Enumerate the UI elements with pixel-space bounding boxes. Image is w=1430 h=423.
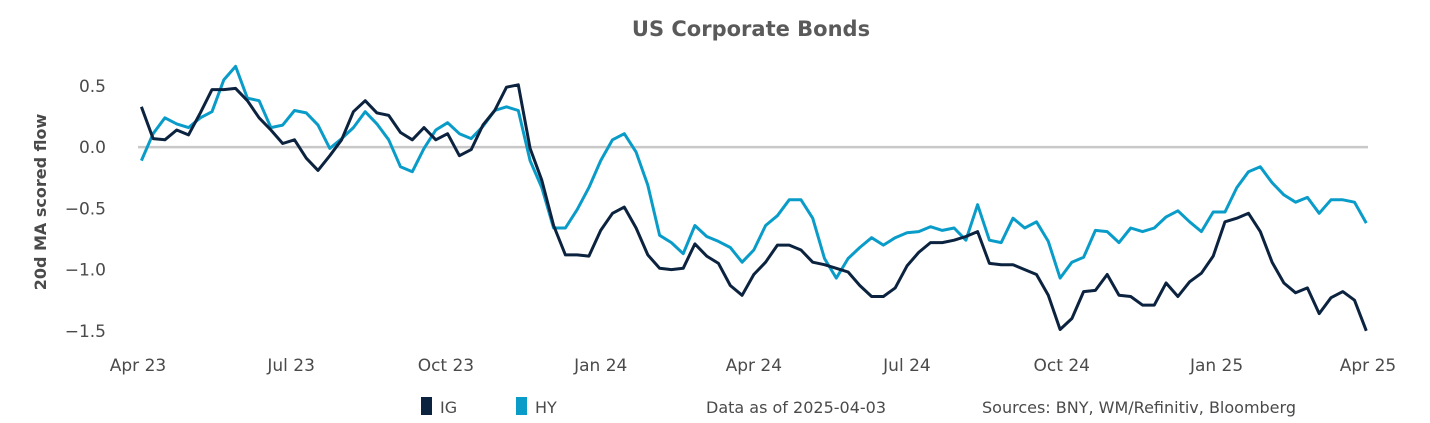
x-tick-label: Jul 24 xyxy=(882,356,931,376)
legend-swatch-ig xyxy=(421,397,432,415)
x-tick-label: Jan 25 xyxy=(1189,356,1243,376)
y-tick-label: 0.0 xyxy=(79,138,106,158)
legend-swatch-hy xyxy=(516,397,527,415)
series-line-ig xyxy=(139,83,1368,332)
y-tick-label: 0.5 xyxy=(79,77,106,97)
x-tick-label: Apr 24 xyxy=(726,356,782,376)
legend-label-hy: HY xyxy=(535,398,557,417)
y-tick-labels: 0.5 0.0 −0.5 −1.0 −1.5 xyxy=(65,77,106,342)
legend-label-ig: IG xyxy=(440,398,457,417)
series-line-hy xyxy=(140,64,1368,280)
x-tick-label: Oct 23 xyxy=(418,356,474,376)
sources-note: Sources: BNY, WM/Refinitiv, Bloomberg xyxy=(982,398,1296,417)
y-tick-label: −0.5 xyxy=(65,199,106,219)
x-tick-label: Oct 24 xyxy=(1034,356,1090,376)
x-tick-label: Apr 25 xyxy=(1340,356,1396,376)
x-tick-label: Apr 23 xyxy=(110,356,166,376)
x-tick-labels: Apr 23 Jul 23 Oct 23 Jan 24 Apr 24 Jul 24 Oct … xyxy=(110,356,1396,376)
chart-title: US Corporate Bonds xyxy=(632,17,870,41)
y-tick-label: −1.5 xyxy=(65,322,106,342)
x-tick-label: Jul 23 xyxy=(266,356,315,376)
data-as-of-note: Data as of 2025-04-03 xyxy=(706,398,886,417)
x-tick-label: Jan 24 xyxy=(573,356,627,376)
series-lines xyxy=(139,64,1368,332)
y-axis-label: 20d MA scored flow xyxy=(31,114,50,291)
y-tick-label: −1.0 xyxy=(65,261,106,281)
legend: IG HY xyxy=(421,397,557,417)
